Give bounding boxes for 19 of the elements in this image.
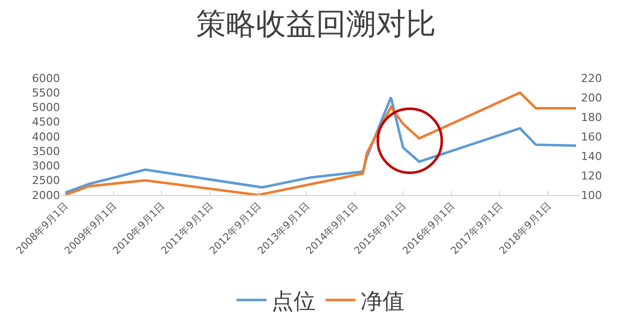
y-tick-label: 5000 xyxy=(32,101,60,114)
y2-tick-label: 220 xyxy=(581,72,602,85)
y2-tick-label: 120 xyxy=(581,169,602,182)
y-tick-label: 4000 xyxy=(32,130,60,144)
y2-tick-label: 160 xyxy=(581,130,602,144)
y2-tick-label: 100 xyxy=(581,188,602,202)
y2-tick-label: 180 xyxy=(581,110,602,124)
y-tick-label: 4500 xyxy=(32,116,60,129)
legend-label: 净值 xyxy=(360,290,404,315)
chart-title: 策略收益回溯对比 xyxy=(196,6,436,42)
y-tick-label: 2000 xyxy=(32,188,60,202)
y-tick-label: 3000 xyxy=(32,160,60,173)
y-tick-label: 5500 xyxy=(32,86,60,100)
y2-tick-label: 200 xyxy=(581,91,602,104)
y2-tick-label: 140 xyxy=(581,150,602,163)
legend-label: 点位 xyxy=(272,290,316,315)
y-tick-label: 6000 xyxy=(32,72,60,85)
y-tick-label: 2500 xyxy=(32,174,60,188)
y-tick-label: 3500 xyxy=(32,144,60,158)
